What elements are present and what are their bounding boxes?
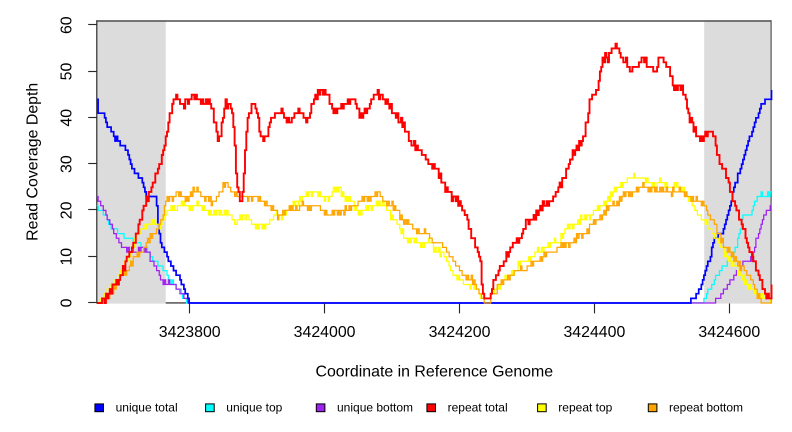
- svg-text:unique top: unique top: [226, 401, 282, 415]
- svg-text:3423800: 3423800: [159, 324, 221, 341]
- svg-text:unique total: unique total: [116, 401, 178, 415]
- svg-text:3424600: 3424600: [698, 324, 760, 341]
- svg-text:40: 40: [59, 109, 76, 127]
- svg-text:unique bottom: unique bottom: [337, 401, 413, 415]
- svg-text:60: 60: [59, 16, 76, 34]
- svg-text:3424200: 3424200: [429, 324, 491, 341]
- svg-text:repeat bottom: repeat bottom: [669, 401, 743, 415]
- svg-text:3424000: 3424000: [294, 324, 356, 341]
- svg-text:10: 10: [59, 248, 76, 266]
- svg-text:50: 50: [59, 63, 76, 81]
- svg-text:repeat top: repeat top: [558, 401, 612, 415]
- svg-text:Read Coverage Depth: Read Coverage Depth: [24, 83, 41, 241]
- svg-text:Coordinate in Reference Genome: Coordinate in Reference Genome: [315, 364, 553, 381]
- svg-text:0: 0: [59, 298, 76, 307]
- svg-text:3424400: 3424400: [563, 324, 625, 341]
- svg-text:20: 20: [59, 201, 76, 219]
- svg-text:30: 30: [59, 155, 76, 173]
- svg-text:repeat total: repeat total: [448, 401, 508, 415]
